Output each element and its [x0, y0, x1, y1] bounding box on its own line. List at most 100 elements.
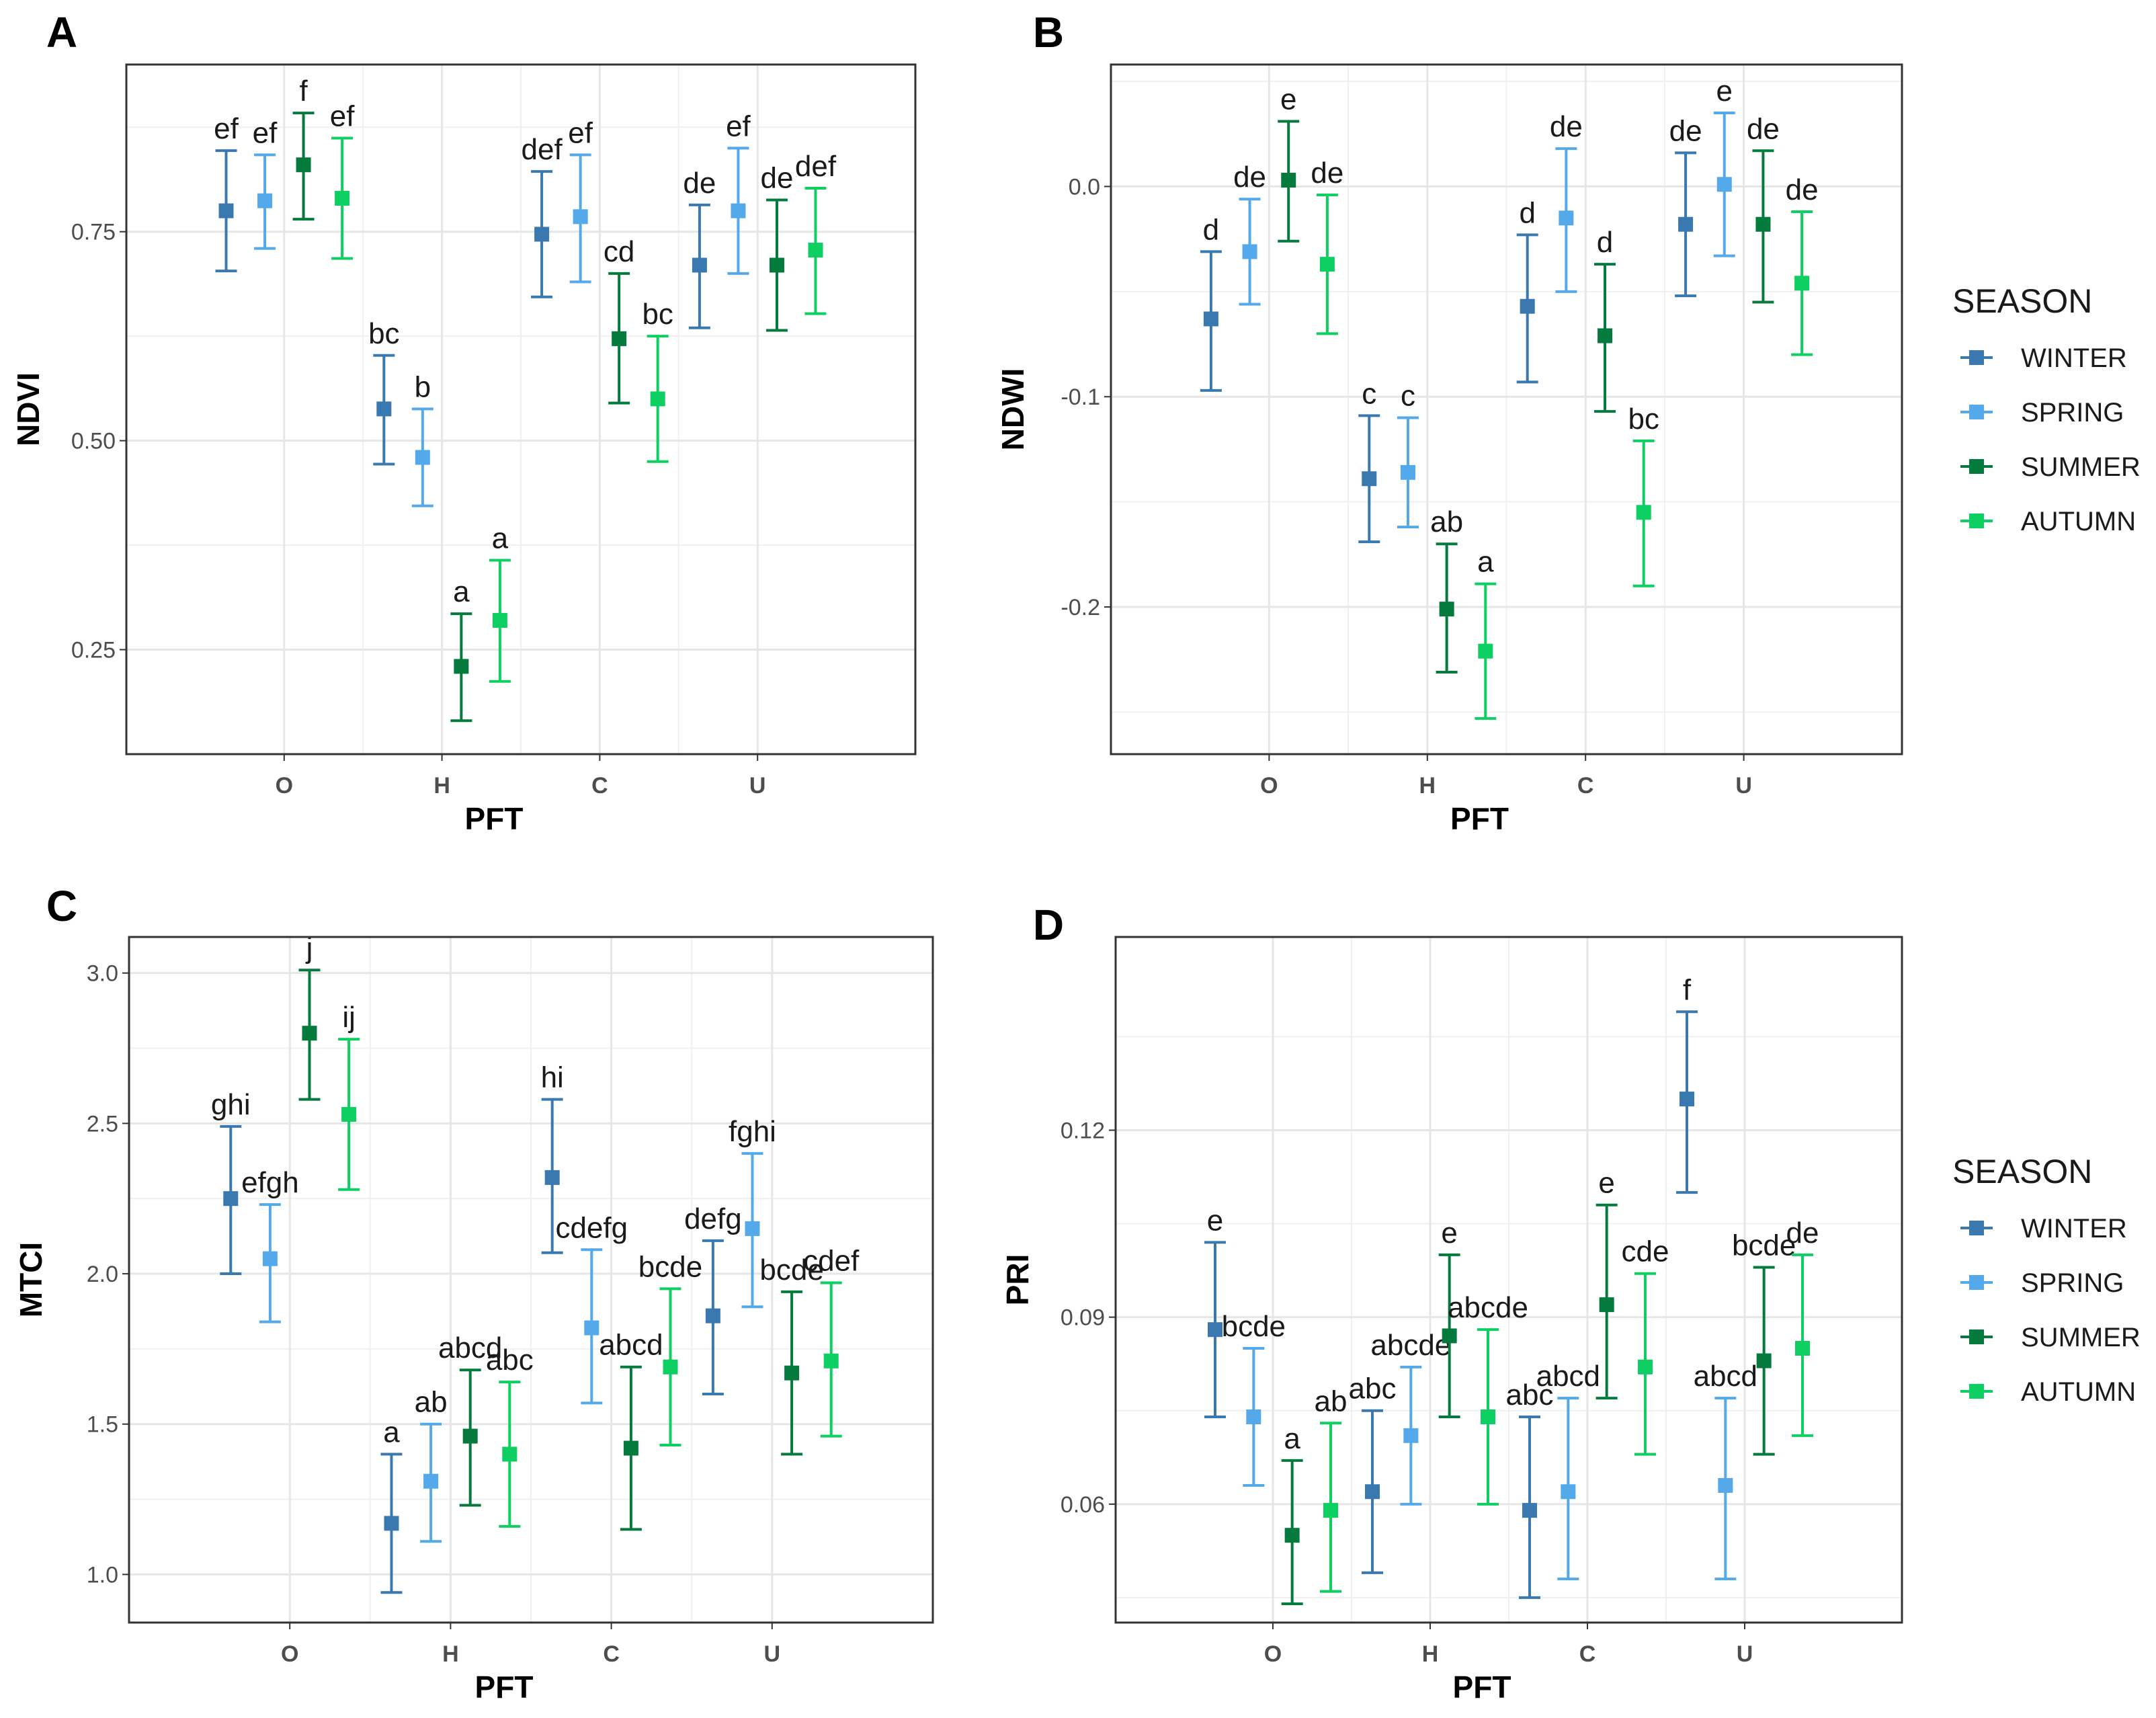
- mean-point: [1362, 471, 1377, 487]
- y-tick-label: 0.0: [1069, 174, 1100, 200]
- significance-label: bc: [368, 317, 399, 350]
- mean-point: [423, 1473, 439, 1489]
- significance-label: def: [795, 150, 837, 183]
- significance-label: de: [1747, 112, 1780, 145]
- significance-label: e: [1716, 75, 1733, 108]
- mean-point: [1680, 1092, 1695, 1107]
- significance-label: e: [1598, 1167, 1614, 1200]
- significance-label: de: [1786, 173, 1819, 206]
- significance-label: bcde: [1732, 1229, 1796, 1262]
- x-tick-label: U: [764, 1641, 781, 1667]
- panel-c: C 1.0 1.5 2.0 2.5 3.0 O H C U PFT MTCI ghi a hi defg efg…: [13, 882, 934, 1705]
- significance-label: a: [492, 522, 509, 555]
- significance-label: ab: [415, 1386, 448, 1419]
- mean-point: [1794, 276, 1810, 291]
- mean-point: [823, 1353, 839, 1368]
- legend: SEASON WINTER SPRING SUMMER AUTUMN: [1952, 282, 2141, 536]
- significance-label: cdef: [803, 1244, 860, 1277]
- mean-point: [302, 1026, 317, 1041]
- mean-point: [1281, 173, 1296, 188]
- significance-label: abcde: [1448, 1291, 1528, 1324]
- significance-label: cde: [1622, 1235, 1669, 1268]
- legend-key-point: [1969, 1275, 1984, 1290]
- mean-point: [692, 257, 707, 273]
- panel-border: [1114, 936, 1903, 1624]
- y-axis-title: MTCI: [13, 1242, 48, 1317]
- mean-point: [1242, 244, 1257, 259]
- significance-label: f: [1683, 973, 1692, 1006]
- significance-label: e: [1207, 1204, 1223, 1237]
- panel-letter: C: [46, 882, 77, 930]
- legend-key: [1960, 459, 1993, 474]
- y-tick-label: 0.06: [1061, 1492, 1105, 1518]
- significance-label: abcd: [1536, 1360, 1600, 1393]
- mean-point: [705, 1308, 720, 1323]
- significance-label: a: [383, 1416, 400, 1448]
- panel-border: [128, 936, 934, 1624]
- panel-letter: A: [46, 8, 77, 56]
- panel-b: B-0.2-0.10.0O H C UPFTNDWIdcddedecdeeeabdde…: [995, 8, 1903, 836]
- mean-point: [1400, 464, 1415, 480]
- significance-label: abc: [1349, 1373, 1397, 1405]
- significance-label: bc: [1628, 403, 1659, 436]
- mean-point: [1365, 1484, 1380, 1500]
- legend-key: [1960, 1330, 1993, 1344]
- mean-point: [1755, 216, 1771, 232]
- mean-point: [623, 1440, 638, 1456]
- panel-letter: B: [1033, 8, 1064, 56]
- significance-label: f: [299, 75, 308, 108]
- significance-label: de: [1550, 110, 1583, 143]
- x-axis-title: PFT: [465, 801, 524, 836]
- mean-point: [573, 209, 588, 224]
- mean-point: [296, 157, 311, 173]
- mean-point: [1756, 1353, 1772, 1368]
- x-tick-label: H: [1419, 773, 1436, 799]
- mean-point: [1403, 1428, 1419, 1443]
- mean-point: [1203, 311, 1218, 327]
- mean-point: [1599, 1297, 1614, 1313]
- mean-point: [376, 401, 392, 417]
- mean-point: [1561, 1484, 1576, 1500]
- legend-label: AUTUMN: [2021, 507, 2136, 536]
- significance-label: efgh: [241, 1166, 299, 1199]
- x-tick-label: O: [1264, 1641, 1282, 1667]
- mean-point: [492, 613, 507, 628]
- legend-label: AUTUMN: [2021, 1377, 2136, 1407]
- y-axis-title: PRI: [1000, 1254, 1035, 1306]
- legend-key: [1960, 1275, 1993, 1290]
- legend-title: SEASON: [1952, 1153, 2092, 1190]
- y-tick-label: 1.0: [87, 1562, 118, 1588]
- significance-label: de: [1786, 1217, 1819, 1250]
- mean-point: [544, 1170, 560, 1185]
- legend-key-point: [1969, 514, 1984, 528]
- significance-label: a: [1284, 1422, 1300, 1455]
- significance-label: abcde: [1370, 1329, 1451, 1362]
- legend-key: [1960, 350, 1993, 365]
- mean-point: [650, 391, 665, 407]
- significance-label: d: [1519, 196, 1535, 229]
- mean-point: [454, 659, 469, 674]
- mean-point: [415, 450, 430, 465]
- significance-label: defg: [684, 1202, 742, 1235]
- legend-label: SUMMER: [2021, 452, 2141, 482]
- significance-label: hi: [541, 1061, 564, 1094]
- significance-label: ab: [1430, 505, 1463, 538]
- legend-key: [1960, 514, 1993, 528]
- legend-label: SPRING: [2021, 1268, 2124, 1298]
- significance-label: j: [305, 932, 313, 965]
- mean-point: [1718, 1478, 1733, 1493]
- x-tick-label: H: [433, 773, 450, 799]
- legend-key-point: [1969, 1384, 1984, 1399]
- mean-point: [223, 1191, 239, 1206]
- x-tick-label: U: [1737, 1641, 1753, 1667]
- x-tick-label: O: [276, 773, 293, 799]
- y-axis-title: NDWI: [995, 368, 1030, 451]
- mean-point: [731, 203, 746, 218]
- x-axis-title: PFT: [1450, 801, 1509, 836]
- y-tick-label: 0.09: [1061, 1305, 1105, 1331]
- x-axis-title: PFT: [1453, 1670, 1511, 1705]
- mean-point: [257, 193, 273, 208]
- mean-point: [262, 1251, 278, 1266]
